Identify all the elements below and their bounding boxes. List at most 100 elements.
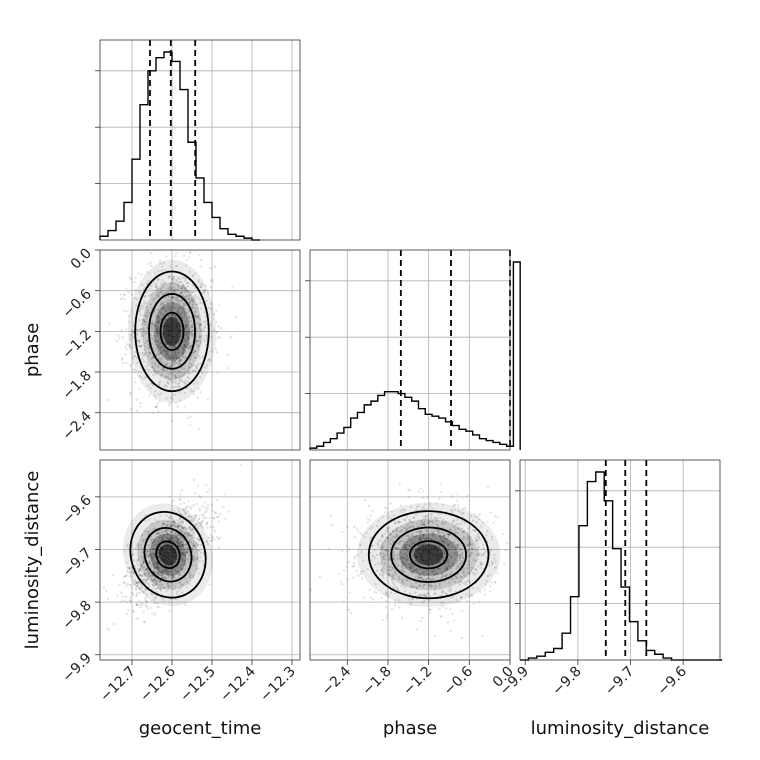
sample-point [182, 352, 185, 355]
sample-point [167, 308, 170, 311]
sample-point [181, 543, 184, 546]
sample-point [465, 494, 469, 498]
sample-point [469, 540, 472, 543]
sample-point [158, 345, 161, 348]
sample-point [159, 533, 162, 536]
sample-point [475, 538, 478, 542]
sample-point [411, 598, 414, 601]
sample-point [186, 285, 189, 288]
sample-point [185, 515, 188, 518]
sample-point [457, 540, 460, 543]
sample-point [164, 300, 168, 303]
sample-point [143, 302, 146, 305]
sample-point [159, 589, 162, 592]
sample-point [430, 530, 433, 533]
sample-point [209, 286, 212, 289]
sample-point [142, 610, 145, 613]
sample-point [186, 342, 189, 346]
sample-point [431, 522, 435, 525]
sample-point [415, 587, 418, 590]
sample-point [137, 580, 141, 584]
sample-point [199, 318, 202, 321]
sample-point [180, 287, 183, 290]
sample-point [183, 571, 186, 574]
sample-point [208, 358, 211, 361]
sample-point [187, 377, 191, 380]
sample-point [192, 574, 195, 577]
sample-point [199, 282, 202, 285]
sample-point [156, 571, 160, 574]
sample-point [160, 303, 163, 306]
sample-point [465, 593, 468, 596]
sample-point [353, 562, 356, 565]
sample-point [189, 344, 192, 347]
sample-point [141, 534, 144, 537]
sample-point [160, 349, 163, 352]
sample-point [492, 521, 495, 524]
sample-point [147, 343, 150, 346]
sample-point [171, 536, 174, 539]
sample-point [159, 347, 162, 351]
sample-point [178, 537, 181, 541]
sample-point [362, 559, 365, 562]
sample-point [165, 353, 168, 356]
sample-point [191, 559, 195, 562]
sample-point [156, 567, 159, 570]
sample-point [167, 356, 170, 359]
sample-point [198, 323, 202, 326]
sample-point [162, 303, 165, 306]
sample-point [448, 572, 452, 576]
contour-line [129, 510, 207, 599]
sample-point [154, 340, 157, 344]
sample-point [192, 518, 195, 521]
sample-point [191, 542, 195, 545]
sample-point [418, 543, 422, 546]
sample-point [191, 307, 194, 310]
sample-point [192, 557, 195, 560]
sample-point [192, 545, 196, 548]
sample-point [169, 307, 172, 310]
sample-point [149, 606, 152, 609]
sample-point [182, 284, 185, 287]
sample-point [415, 568, 418, 571]
sample-point [155, 583, 158, 586]
sample-point [417, 490, 421, 493]
sample-point [173, 359, 176, 362]
sample-point [432, 517, 436, 520]
sample-point [142, 330, 145, 333]
sample-point [172, 534, 175, 537]
sample-point [419, 487, 422, 490]
sample-point [190, 324, 193, 327]
sample-point [126, 582, 129, 586]
sample-point [455, 545, 458, 548]
sample-point [169, 538, 172, 542]
sample-point [144, 294, 147, 298]
sample-point [148, 574, 151, 577]
sample-point [203, 337, 206, 340]
sample-point [163, 375, 167, 378]
sample-point [142, 602, 145, 605]
sample-point [169, 265, 172, 268]
sample-point [401, 561, 404, 564]
sample-point [151, 562, 155, 565]
sample-point [400, 529, 403, 532]
sample-point [214, 265, 217, 268]
sample-point [189, 330, 192, 333]
sample-point [180, 521, 183, 525]
sample-point [154, 571, 157, 575]
sample-point [365, 531, 368, 534]
sample-point [188, 366, 191, 369]
sample-point [453, 547, 457, 550]
sample-point [396, 534, 399, 537]
sample-point [132, 610, 135, 613]
sample-point [188, 309, 191, 312]
sample-point [381, 534, 384, 537]
sample-point [111, 573, 114, 577]
sample-point [172, 520, 175, 523]
sample-point [177, 525, 180, 528]
sample-point [196, 316, 200, 319]
sample-point [442, 540, 445, 543]
sample-point [158, 310, 162, 313]
sample-point [146, 326, 149, 330]
sample-point [419, 537, 422, 540]
